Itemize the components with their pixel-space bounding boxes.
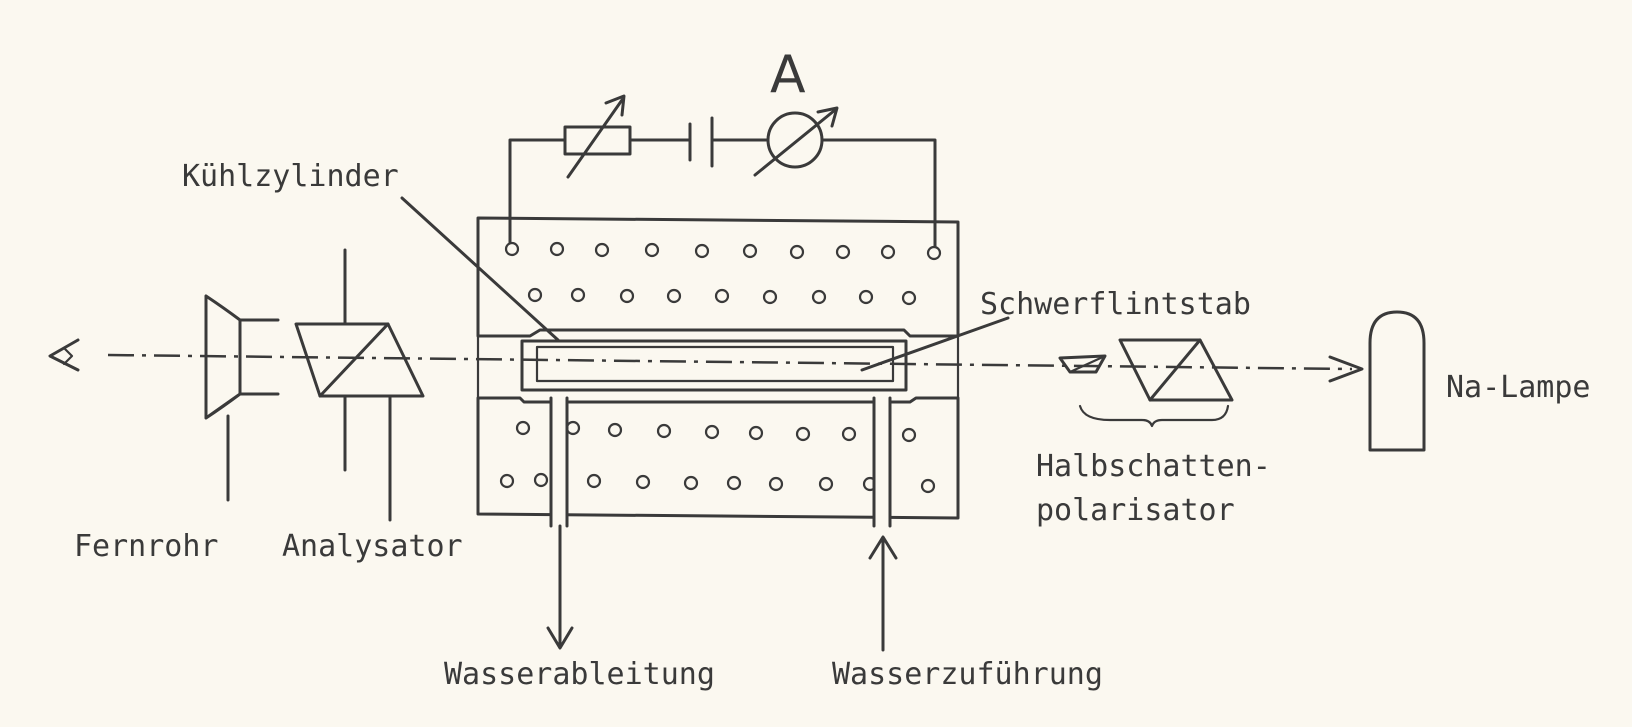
lamp-label: Na-Lampe bbox=[1446, 370, 1591, 405]
half-shade-polarizer bbox=[1058, 338, 1234, 428]
variable-resistor-icon bbox=[563, 94, 632, 179]
sodium-lamp-icon bbox=[1368, 310, 1426, 452]
flint-glass-rod bbox=[535, 345, 895, 383]
ammeter-label: A bbox=[770, 45, 806, 105]
flint-rod-label: Schwerflintstab bbox=[980, 287, 1251, 322]
half-shade-label-line1: Halbschatten- bbox=[1036, 449, 1271, 484]
telescope bbox=[204, 294, 280, 502]
circuit-wire-right bbox=[820, 138, 937, 254]
analyzer-prism bbox=[294, 248, 425, 522]
light-direction-arrow bbox=[1328, 355, 1364, 383]
leader-flint-rod bbox=[860, 316, 1010, 372]
water-out-label: Wasserableitung bbox=[444, 657, 715, 692]
coil-windings bbox=[499, 241, 942, 494]
electric-circuit: A bbox=[508, 45, 937, 254]
cooling-cylinder bbox=[520, 339, 908, 392]
optical-axis bbox=[107, 353, 1353, 371]
battery-icon bbox=[688, 116, 714, 168]
water-in-label: Wasserzuführung bbox=[832, 657, 1103, 692]
leader-cooling-cylinder bbox=[400, 196, 560, 342]
eye-icon bbox=[48, 338, 80, 372]
circuit-wire-left bbox=[508, 138, 567, 252]
coil-lower-block bbox=[476, 396, 960, 520]
coil-upper-block bbox=[476, 216, 960, 338]
telescope-label: Fernrohr bbox=[74, 529, 219, 564]
analyzer-label: Analysator bbox=[282, 529, 463, 564]
water-pipes bbox=[546, 392, 898, 652]
half-shade-label-line2: polarisator bbox=[1036, 493, 1235, 528]
cooling-cylinder-label: Kühlzylinder bbox=[182, 159, 399, 194]
